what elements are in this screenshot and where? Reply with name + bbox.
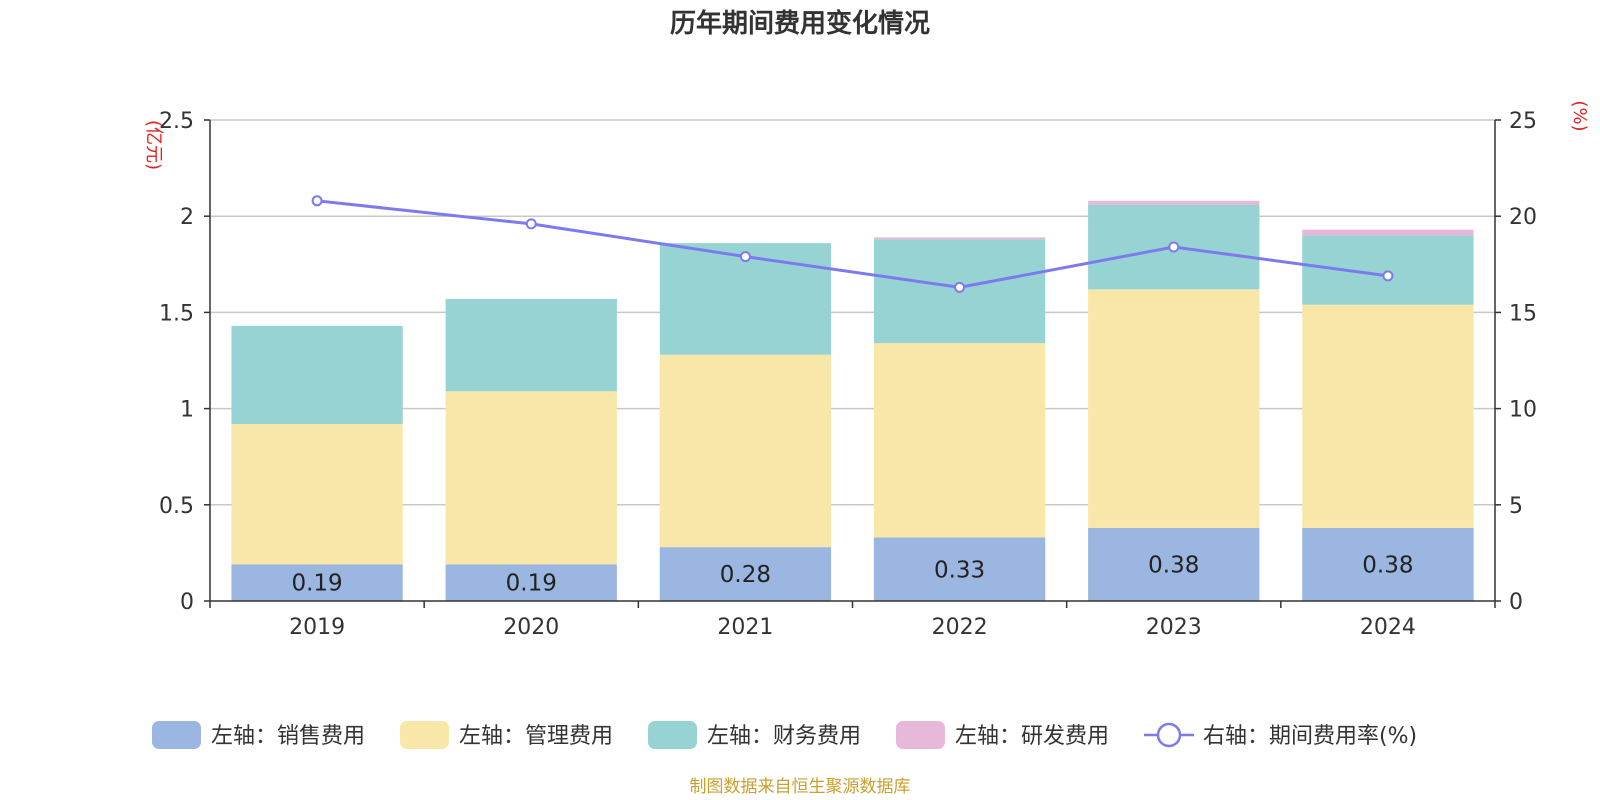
- ratio-line: [316, 199, 1389, 289]
- legend-label-3: 左轴：财务费用: [707, 724, 861, 749]
- bar-segment-1: [1088, 527, 1260, 601]
- x-axis-category-label: 2019: [289, 615, 345, 640]
- right-axis-tick-label: 10: [1509, 398, 1537, 423]
- x-axis-category-label: 2021: [717, 615, 773, 640]
- source-footnote: 制图数据来自恒生聚源数据库: [690, 777, 911, 797]
- legend: 左轴：销售费用 左轴：管理费用 左轴：财务费用 左轴：研发费用 右轴：期间费用率(%): [152, 721, 1417, 749]
- right-axis-tick-label: 0: [1509, 590, 1523, 615]
- bar-segment-2: [873, 343, 1046, 538]
- bar-segment-2: [445, 391, 617, 565]
- ratio-line-point: [311, 195, 323, 207]
- legend-label-2: 左轴：管理费用: [459, 724, 613, 749]
- left-axis-tick-label: 0.5: [159, 494, 194, 519]
- ratio-line-point: [525, 218, 537, 230]
- legend-swatch-3: [648, 721, 697, 749]
- bar-segment-1: [445, 564, 617, 601]
- left-axis-tick-label: 1: [180, 398, 194, 423]
- legend-swatch-2: [400, 721, 449, 749]
- bar-segment-2: [1088, 289, 1260, 528]
- bar-segment-3: [231, 325, 403, 424]
- x-axis-category-label: 2020: [503, 615, 559, 640]
- bar-value-label: 0.28: [720, 562, 771, 588]
- bar-value-label: 0.38: [1362, 552, 1413, 578]
- left-axis-tick-label: 0: [180, 590, 194, 615]
- x-axis-category-label: 2023: [1146, 615, 1202, 640]
- right-axis-tick-label: 20: [1509, 205, 1537, 230]
- legend-line-marker: [1156, 722, 1182, 748]
- right-axis-tick-label: 15: [1509, 301, 1537, 326]
- chart-title: 历年期间费用变化情况: [670, 8, 930, 39]
- x-axis-category-label: 2024: [1360, 615, 1416, 640]
- bar-segment-3: [445, 298, 617, 392]
- bar-segment-1: [659, 547, 832, 601]
- bar-value-label: 0.19: [291, 571, 342, 597]
- bar-segment-4: [873, 237, 1046, 240]
- axes-group: 0 0.5 1 1.5 2 2.5 0 5 10 15 20 25 2019 2020 2021 2022 20…: [159, 109, 1537, 640]
- ratio-line-point: [954, 281, 966, 293]
- left-axis-tick-label: 2.5: [159, 109, 194, 134]
- bar-segment-4: [1088, 200, 1260, 205]
- bar-segment-1: [1302, 527, 1474, 601]
- bar-segment-3: [1302, 235, 1474, 305]
- left-axis-tick-label: 1.5: [159, 301, 194, 326]
- legend-swatch-1: [152, 721, 201, 749]
- legend-label-5: 右轴：期间费用率(%): [1203, 724, 1417, 749]
- legend-label-4: 左轴：研发费用: [955, 724, 1109, 749]
- bar-value-label: 0.19: [506, 571, 557, 597]
- bars-group: [231, 200, 1474, 601]
- bar-segment-2: [659, 354, 832, 548]
- bar-labels-group: 0.19 0.19 0.28 0.33 0.38 0.38: [291, 552, 1413, 596]
- bar-segment-1: [873, 537, 1046, 601]
- legend-swatch-4: [896, 721, 945, 749]
- legend-label-1: 左轴：销售费用: [211, 724, 365, 749]
- line-series-group: [311, 195, 1394, 293]
- bar-value-label: 0.38: [1148, 552, 1199, 578]
- grid-lines: [210, 119, 1495, 506]
- right-axis-tick-label: 5: [1509, 494, 1523, 519]
- ratio-line-point: [1382, 270, 1394, 282]
- ratio-line-point: [739, 251, 751, 263]
- ratio-line-point: [1168, 241, 1180, 253]
- bar-segment-4: [1302, 229, 1474, 236]
- bar-segment-1: [231, 564, 403, 601]
- bar-segment-2: [1302, 304, 1474, 528]
- x-axis-category-label: 2022: [932, 615, 988, 640]
- right-axis-tick-label: 25: [1509, 109, 1537, 134]
- right-axis-unit-label: (%): [1569, 100, 1590, 131]
- bar-segment-2: [231, 423, 403, 565]
- left-axis-unit-label: (亿元): [143, 120, 164, 170]
- bar-value-label: 0.33: [934, 557, 985, 583]
- left-axis-tick-label: 2: [180, 205, 194, 230]
